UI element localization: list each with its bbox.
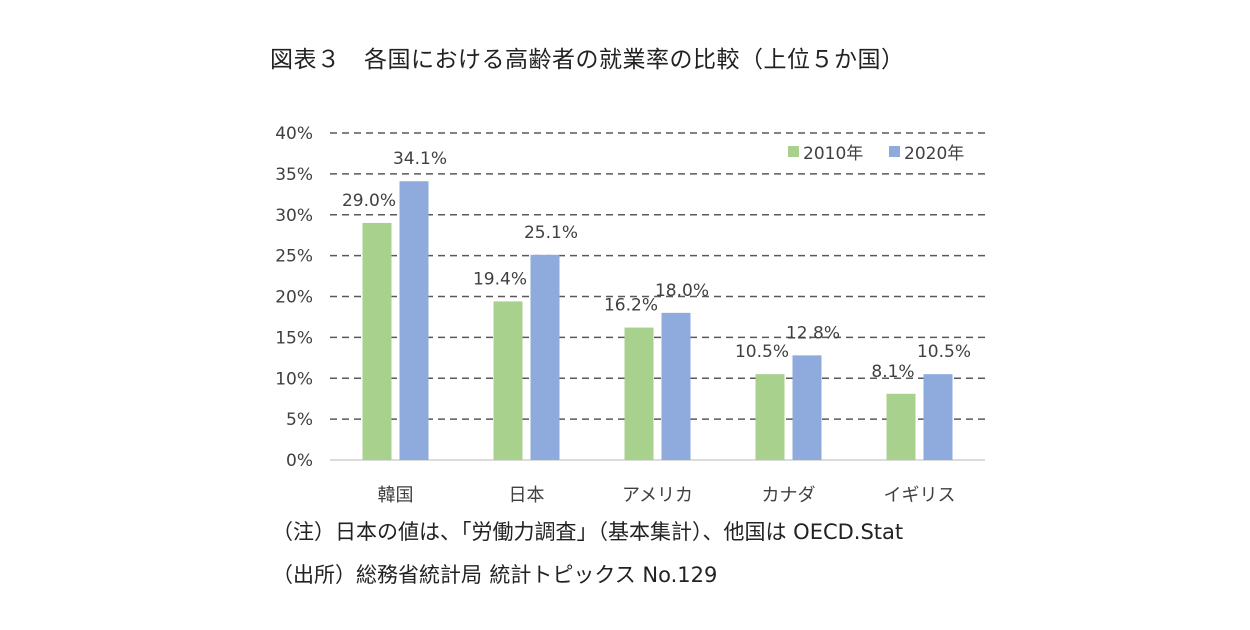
data-label: 10.5% [735,342,789,362]
data-label: 16.2% [604,296,658,316]
x-tick-label: 韓国 [378,485,414,506]
y-tick-label: 5% [286,410,313,430]
data-label: 8.1% [871,362,914,382]
data-label: 25.1% [524,223,578,243]
legend-swatch [889,146,900,157]
bar [886,393,916,460]
bar [792,355,822,460]
data-label: 34.1% [393,149,447,169]
legend-label: 2010年 [803,144,863,164]
bar [493,301,523,460]
bar [661,312,691,460]
bar [923,374,953,460]
source-reference: 統計トピックス No.129 [489,563,718,587]
y-tick-label: 20% [275,288,313,308]
bar [624,327,654,460]
y-tick-label: 35% [275,165,313,185]
y-tick-label: 25% [275,247,313,267]
x-tick-label: アメリカ [622,485,693,506]
source-line: （出所）総務省統計局 統計トピックス No.129 [272,559,717,589]
y-tick-label: 0% [286,451,313,471]
legend-label: 2020年 [904,144,964,164]
y-tick-label: 15% [275,328,313,348]
chart-title: 図表３ 各国における高齢者の就業率の比較（上位５か国） [270,47,905,73]
data-label: 12.8% [786,323,840,343]
source-label: （出所）総務省統計局 [272,563,482,587]
legend-swatch [788,146,799,157]
data-label: 19.4% [473,269,527,289]
bar [530,254,560,460]
note-line: （注）日本の値は、「労働力調査」（基本集計）、他国は OECD.Stat [272,520,904,544]
bar [362,222,392,460]
data-label: 18.0% [655,281,709,301]
data-label: 29.0% [342,191,396,211]
y-tick-label: 10% [275,369,313,389]
data-label: 10.5% [917,342,971,362]
bar [399,181,429,461]
bar [755,374,785,460]
y-tick-label: 30% [275,206,313,226]
x-tick-label: 日本 [509,485,545,506]
x-tick-label: カナダ [762,485,816,506]
y-tick-label: 40% [275,124,313,144]
x-tick-label: イギリス [884,485,956,506]
